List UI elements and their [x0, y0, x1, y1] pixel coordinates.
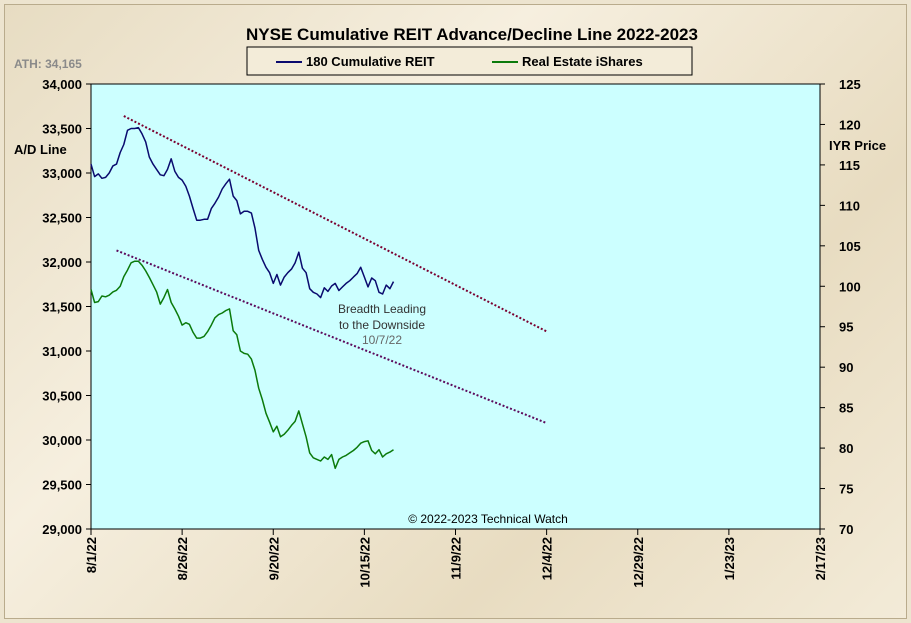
ath-label: ATH: 34,165 [14, 57, 82, 71]
x-tick-label: 10/15/22 [357, 537, 372, 588]
y-left-tick-label: 33,500 [42, 122, 82, 137]
y-left-tick-label: 32,500 [42, 211, 82, 226]
series-line-iyr-price [90, 260, 394, 470]
y-left-tick-label: 30,500 [42, 389, 82, 404]
y-right-tick-label: 115 [839, 158, 860, 173]
x-tick-label: 12/29/22 [631, 537, 646, 588]
y-left-tick-label: 32,000 [42, 255, 82, 270]
series-line-reit-ad [90, 126, 395, 299]
y-right-tick-label: 95 [839, 320, 853, 335]
copyright: © 2022-2023 Technical Watch [408, 512, 568, 526]
x-tick-label: 12/4/22 [540, 537, 555, 580]
x-tick-label: 8/1/22 [84, 537, 99, 573]
y-right-tick-label: 90 [839, 360, 853, 375]
legend-label-iyr: Real Estate iShares [522, 54, 643, 69]
x-tick-label: 11/9/22 [449, 537, 464, 580]
y-right-tick-label: 125 [839, 77, 861, 92]
y-right-tick-label: 80 [839, 441, 853, 456]
y-right-axis-label: IYR Price [829, 138, 886, 153]
chart-title: NYSE Cumulative REIT Advance/Decline Lin… [246, 25, 698, 44]
trendline-2 [116, 249, 547, 425]
axis-ticks: 29,000 29,500 30,000 30,500 31,000 31,500 32,0… [42, 77, 860, 588]
x-tick-label: 1/23/23 [722, 537, 737, 580]
y-right-tick-label: 120 [839, 117, 861, 132]
y-right-tick-label: 110 [839, 198, 860, 213]
x-tick-label: 8/26/22 [175, 537, 190, 580]
annotation-date: 10/7/22 [362, 333, 402, 347]
trendlines [116, 115, 548, 425]
series-group [90, 126, 395, 470]
trendline-1 [123, 115, 548, 333]
annotation-line1: Breadth Leading [338, 302, 426, 316]
x-tick-label: 9/20/22 [266, 537, 281, 580]
y-right-tick-label: 70 [839, 522, 853, 537]
legend-box [246, 46, 693, 76]
y-right-tick-label: 75 [839, 482, 853, 497]
annotation-line2: to the Downside [339, 318, 425, 332]
y-right-tick-label: 85 [839, 401, 853, 416]
y-right-tick-label: 105 [839, 239, 861, 254]
y-left-tick-label: 33,000 [42, 166, 82, 181]
y-left-axis-label: A/D Line [14, 142, 67, 157]
plot-area [90, 83, 821, 530]
x-tick-label: 2/17/23 [813, 537, 828, 580]
legend-label-reit: 180 Cumulative REIT [306, 54, 435, 69]
y-left-tick-label: 30,000 [42, 433, 82, 448]
y-left-tick-label: 34,000 [42, 77, 82, 92]
y-left-tick-label: 31,000 [42, 344, 82, 359]
y-left-tick-label: 29,000 [42, 522, 82, 537]
y-left-tick-label: 31,500 [42, 300, 82, 315]
y-left-tick-label: 29,500 [42, 478, 82, 493]
y-right-tick-label: 100 [839, 279, 861, 294]
